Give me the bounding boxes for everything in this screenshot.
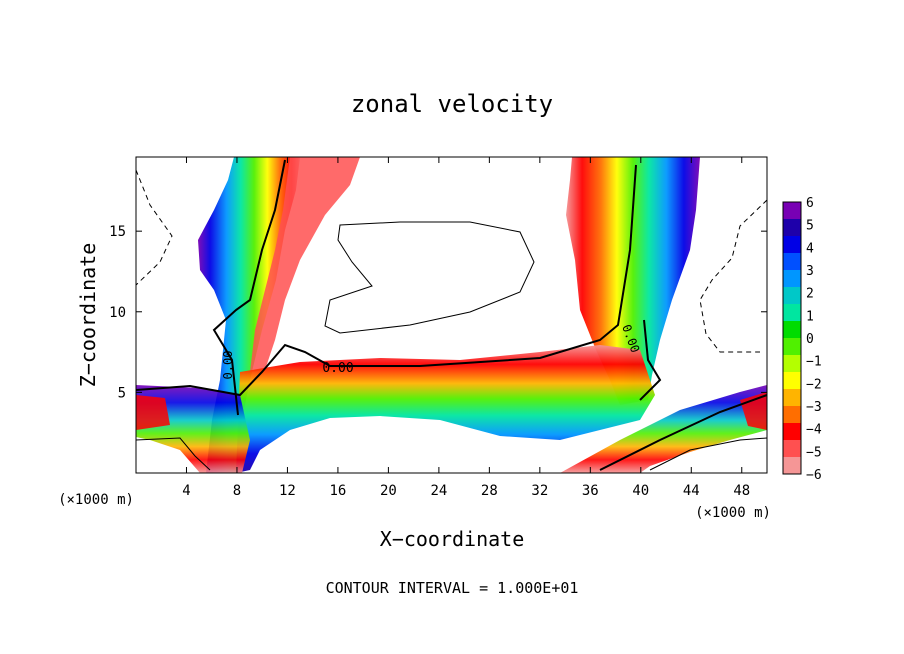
velocity-field [136,157,767,473]
colorbar-swatch [783,219,801,237]
colorbar-swatch [783,338,801,356]
plot-frame [135,156,768,474]
colorbar-tick-label: 4 [806,241,814,256]
colorbar-tick-label: −3 [806,400,822,415]
colorbar-swatch [783,389,801,407]
colorbar-tick-label: 0 [806,332,814,347]
colorbar-swatch [783,236,801,254]
x-tick-label: 24 [430,483,447,499]
colorbar-tick-label: −6 [806,468,822,483]
colorbar-tick-label: −1 [806,355,822,370]
y-tick-label: 10 [109,305,126,321]
colorbar-swatch [783,406,801,424]
colorbar-tick-label: 6 [806,196,814,211]
colorbar-swatch [783,270,801,288]
colorbar-frame [782,201,802,475]
colorbar-swatch [783,372,801,390]
colorbar-swatch [783,440,801,458]
colorbar-swatch [783,202,801,220]
colorbar-swatch [783,321,801,339]
colorbar-tick-label: −5 [806,445,822,460]
x-tick-label: 36 [582,483,599,499]
colorbar-tick-label: 2 [806,287,814,302]
colorbar-swatch [783,355,801,373]
x-tick-label: 4 [182,483,190,499]
colorbar-swatch [783,457,801,475]
colorbar: 6 5 4 3 2 1 0 −1 −2 −3 −4 −5 −6 [782,196,822,483]
x-tick-label: 48 [733,483,750,499]
x-tick-label: 32 [531,483,548,499]
colorbar-tick-label: −4 [806,423,822,438]
x-tick-label: 12 [279,483,296,499]
x-tick-label: 20 [380,483,397,499]
y-axis-label: Z−coordinate [76,243,100,388]
y-tick-label: 15 [109,224,126,240]
x-unit-left: (×1000 m) [58,492,134,508]
contour-label-center: 0.00 [322,361,353,376]
chart-title: zonal velocity [351,90,553,118]
y-axis-ticks: 5 10 15 [109,224,767,401]
x-tick-label: 44 [683,483,700,499]
x-axis-label: X−coordinate [380,527,525,551]
colorbar-swatch [783,253,801,271]
x-unit-right: (×1000 m) [695,505,771,521]
y-tick-label: 5 [118,385,126,401]
colorbar-tick-label: 1 [806,309,814,324]
contour-label-left: 0.00 [221,351,235,380]
x-tick-label: 8 [233,483,241,499]
contour-interval-note: CONTOUR INTERVAL = 1.000E+01 [326,579,579,597]
contour-lines [136,159,767,471]
colorbar-swatch [783,423,801,441]
colorbar-tick-label: −2 [806,377,822,392]
colorbar-swatch [783,287,801,305]
x-tick-label: 16 [329,483,346,499]
x-tick-label: 28 [481,483,498,499]
x-axis-ticks: 4 8 12 16 20 24 28 32 36 40 44 48 [182,157,750,499]
colorbar-tick-label: 3 [806,264,814,279]
x-tick-label: 40 [632,483,649,499]
colorbar-tick-label: 5 [806,219,814,234]
colorbar-swatch [783,304,801,322]
